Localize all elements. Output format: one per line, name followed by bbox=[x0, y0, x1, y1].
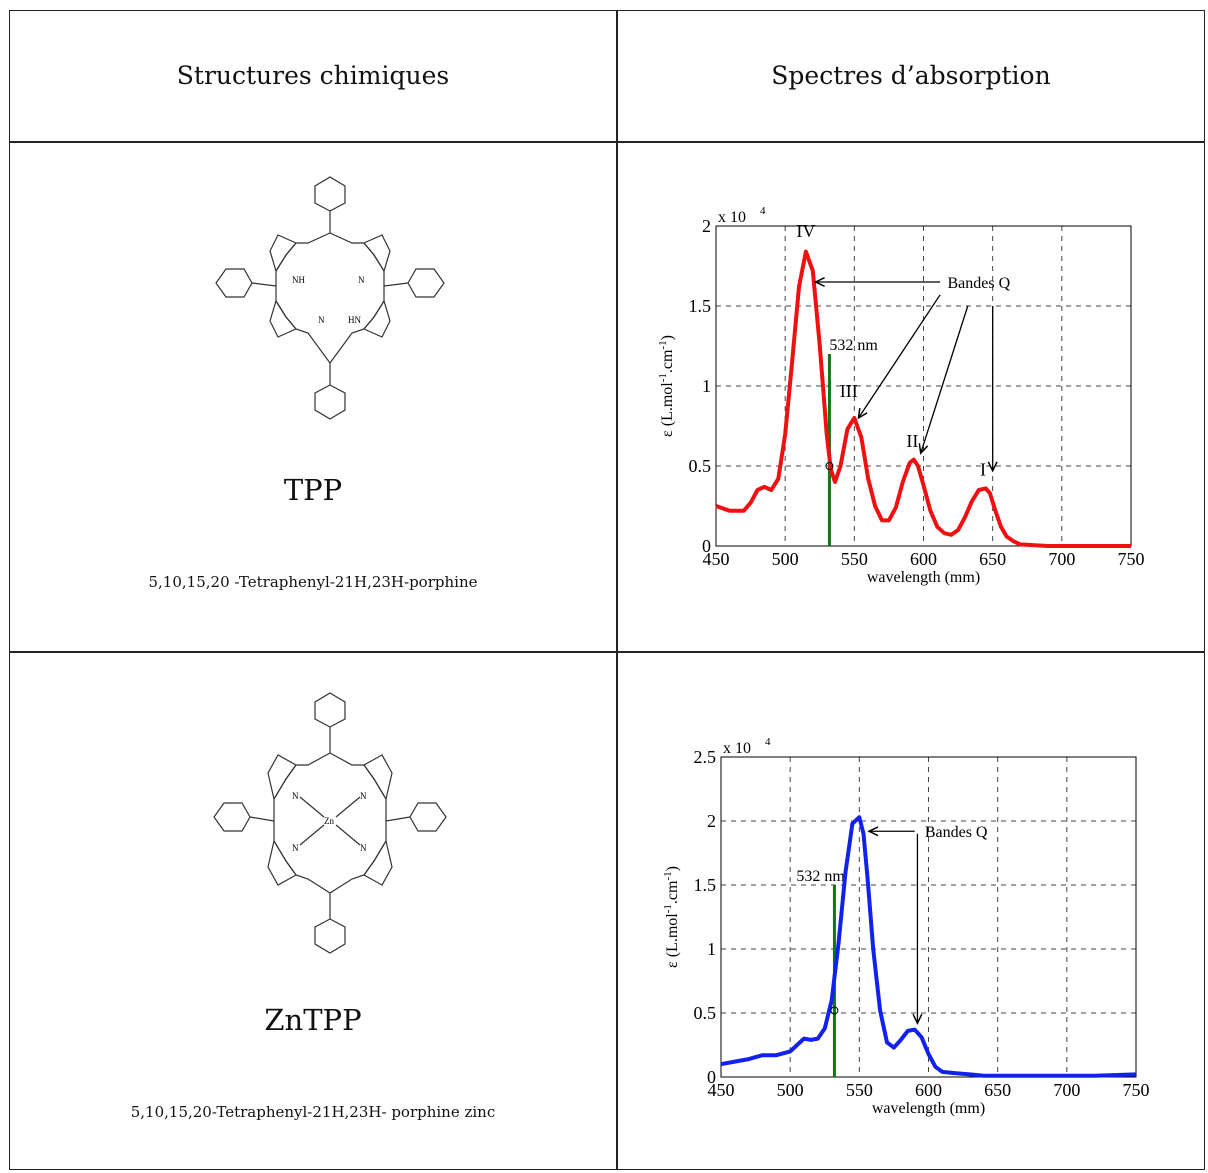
zntpp-bonds bbox=[213, 692, 447, 954]
annotation-arrowhead bbox=[813, 276, 825, 288]
y-tick-label: 0.5 bbox=[689, 456, 712, 476]
tpp-bonds bbox=[215, 176, 445, 420]
laser-line-label: 532 nm bbox=[796, 868, 845, 885]
annotation-arrow bbox=[920, 305, 969, 454]
y-tick-label: 1 bbox=[707, 939, 716, 959]
zntpp-full-name: 5,10,15,20-Tetraphenyl-21H,23H- porphine… bbox=[130, 1103, 496, 1121]
laser-line-label: 532 nm bbox=[829, 337, 878, 354]
y-tick-label: 1 bbox=[702, 376, 711, 396]
zntpp-label-n2: N bbox=[360, 791, 367, 801]
x-tick-label: 750 bbox=[1118, 549, 1145, 569]
y-tick-label: 0 bbox=[702, 536, 711, 556]
x-tick-label: 450 bbox=[703, 549, 730, 569]
header-structures: Structures chimiques bbox=[176, 60, 450, 90]
plot-frame bbox=[720, 756, 1137, 1078]
scale-exponent: 4 bbox=[765, 736, 771, 748]
spectrum-line bbox=[715, 249, 1131, 548]
column-divider bbox=[616, 11, 618, 1169]
y-tick-label: 2 bbox=[707, 811, 716, 831]
intersection-marker bbox=[830, 1006, 839, 1015]
x-axis-label: wavelength (mm) bbox=[867, 569, 980, 586]
y-axis-label-part: .cm bbox=[659, 349, 676, 373]
tpp-absorption-chart: 450 500 550 600 650 700 750 0 0.5 1 1.5 2 x 10 4 wavel… bbox=[657, 205, 1145, 586]
zntpp-label-n4: N bbox=[360, 843, 367, 853]
tpp-label-nh: NH bbox=[292, 275, 305, 285]
y-axis-label: ε (L.mol-1.cm-1) bbox=[662, 866, 681, 968]
tpp-label-n1: N bbox=[358, 275, 365, 285]
y-axis-label-part: .cm bbox=[664, 880, 681, 904]
band-label: IV bbox=[796, 221, 815, 241]
band-label: III bbox=[840, 381, 858, 401]
annotation-arrow bbox=[857, 294, 941, 419]
y-axis-label: ε (L.mol-1.cm-1) bbox=[657, 335, 676, 437]
y-axis-label-part: -1 bbox=[657, 373, 669, 382]
y-tick-label: 0 bbox=[707, 1067, 716, 1087]
bandes-q-annotation: Bandes Q bbox=[925, 824, 988, 841]
zntpp-label-n1: N bbox=[292, 791, 299, 801]
band-label: II bbox=[906, 431, 918, 451]
band-label: I bbox=[980, 460, 986, 480]
zntpp-name: ZnTPP bbox=[264, 1003, 362, 1037]
comparison-table: Structures chimiques Spectres d’absorpti… bbox=[9, 10, 1205, 1170]
annotation-arrowhead bbox=[912, 1013, 923, 1025]
plot-frame bbox=[715, 225, 1132, 547]
bandes-q-annotation: Bandes Q bbox=[948, 275, 1011, 292]
tpp-label-n2: N bbox=[318, 315, 325, 325]
header-spectra: Spectres d’absorption bbox=[771, 60, 1051, 90]
intersection-marker bbox=[825, 462, 834, 470]
header-row-divider bbox=[10, 141, 1204, 143]
spectrum-line bbox=[720, 815, 1137, 1078]
tpp-name: TPP bbox=[283, 473, 343, 507]
x-tick-label: 550 bbox=[846, 1080, 873, 1100]
y-tick-label: 0.5 bbox=[694, 1003, 717, 1023]
y-axis-label-part: ε (L.mol bbox=[664, 913, 681, 968]
row-divider bbox=[10, 651, 1204, 653]
annotation-arrowhead bbox=[857, 407, 868, 420]
x-tick-label: 450 bbox=[708, 1080, 735, 1100]
x-tick-label: 650 bbox=[984, 1080, 1011, 1100]
x-tick-label: 700 bbox=[1048, 549, 1075, 569]
y-tick-label: 1.5 bbox=[689, 296, 712, 316]
x-tick-label: 500 bbox=[777, 1080, 804, 1100]
x-tick-label: 600 bbox=[915, 1080, 942, 1100]
y-axis-label-part: ) bbox=[664, 866, 681, 871]
y-tick-label: 2 bbox=[702, 216, 711, 236]
annotation-arrowhead bbox=[987, 461, 998, 473]
x-tick-label: 750 bbox=[1123, 1080, 1150, 1100]
zntpp-absorption-chart: 450 500 550 600 650 700 750 0 0.5 1 1.5 2 2.5 x 10 4 wa… bbox=[662, 736, 1150, 1117]
annotation-arrowhead bbox=[918, 443, 929, 455]
y-tick-label: 2.5 bbox=[694, 747, 717, 767]
scale-label: x 10 bbox=[723, 740, 751, 757]
y-axis-label-part: -1 bbox=[662, 904, 674, 913]
y-tick-label: 1.5 bbox=[694, 875, 717, 895]
zntpp-label-n3: N bbox=[292, 843, 299, 853]
x-tick-label: 700 bbox=[1053, 1080, 1080, 1100]
x-tick-label: 550 bbox=[841, 549, 868, 569]
zntpp-label-zn: Zn bbox=[324, 816, 334, 826]
y-axis-label-part: -1 bbox=[657, 340, 669, 349]
tpp-label-hn: HN bbox=[348, 315, 361, 325]
x-axis-label: wavelength (mm) bbox=[872, 1100, 985, 1117]
x-tick-label: 500 bbox=[772, 549, 799, 569]
y-axis-label-part: ) bbox=[659, 335, 676, 340]
tpp-structure: NH N N HN bbox=[215, 176, 445, 420]
scale-exponent: 4 bbox=[760, 205, 766, 217]
y-axis-label-part: ε (L.mol bbox=[659, 382, 676, 437]
x-tick-label: 650 bbox=[979, 549, 1006, 569]
tpp-full-name: 5,10,15,20 -Tetraphenyl-21H,23H-porphine bbox=[148, 573, 478, 591]
zntpp-structure: N N N N Zn bbox=[213, 692, 447, 954]
scale-label: x 10 bbox=[718, 209, 746, 226]
y-axis-label-part: -1 bbox=[662, 871, 674, 880]
annotation-arrowhead bbox=[867, 826, 879, 837]
x-tick-label: 600 bbox=[910, 549, 937, 569]
